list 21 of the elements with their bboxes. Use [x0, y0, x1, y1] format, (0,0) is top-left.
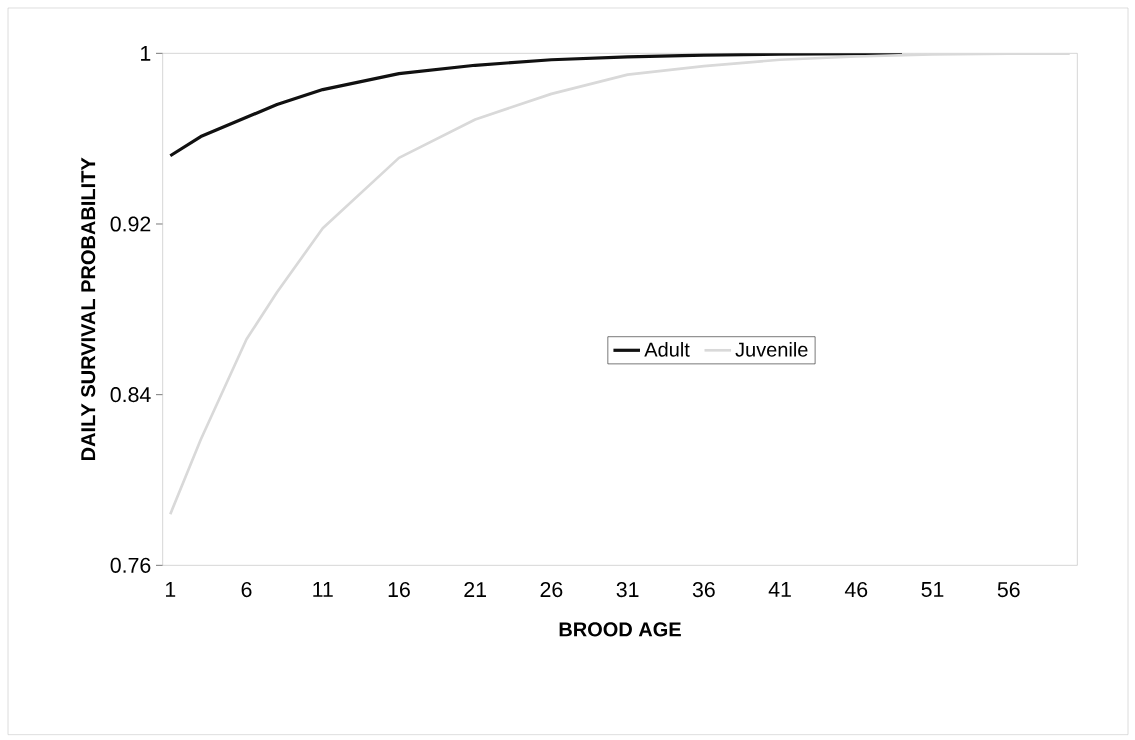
x-tick-label: 46 [844, 582, 868, 598]
x-tick-label: 31 [616, 582, 639, 598]
x-tick-label: 6 [241, 582, 252, 598]
x-tick-label: 56 [997, 582, 1020, 598]
y-tick-label: 0.76 [110, 557, 151, 573]
x-tick-label: 1 [165, 582, 176, 597]
line-series [168, 53, 1072, 516]
x-tick-label: 51 [921, 582, 944, 597]
x-tick-label: 41 [768, 582, 791, 597]
y-tick-label: 1 [141, 45, 151, 61]
x-tick-label: 21 [464, 582, 486, 597]
x-tick-label: 16 [388, 582, 410, 598]
legend-label: Adult [644, 342, 690, 357]
y-axis-title: DAILY SURVIVAL PROBABILITY [81, 157, 96, 461]
x-tick-label: 26 [540, 582, 563, 598]
x-axis-title: BROOD AGE [559, 622, 681, 637]
legend-label: Juvenile [735, 342, 808, 357]
x-tick-label: 11 [313, 582, 333, 597]
y-tick-label: 0.84 [110, 387, 151, 403]
y-tick-label: 0.92 [110, 216, 151, 232]
x-tick-label: 36 [692, 582, 715, 598]
